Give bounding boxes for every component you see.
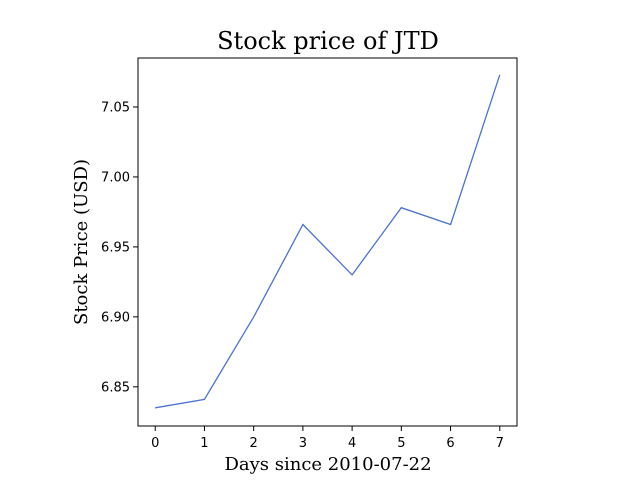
chart-title: Stock price of JTD <box>217 27 439 55</box>
y-tick-label: 7.00 <box>101 170 130 185</box>
x-tick-label: 6 <box>446 436 454 451</box>
y-tick-label: 6.85 <box>101 380 130 395</box>
series-line-0 <box>155 74 501 409</box>
x-tick-label: 3 <box>299 436 307 451</box>
x-tick-label: 7 <box>496 436 504 451</box>
x-tick-label: 2 <box>250 436 258 451</box>
x-tick-label: 1 <box>200 436 208 451</box>
y-tick-label: 6.90 <box>101 310 130 325</box>
x-tick-label: 4 <box>348 436 356 451</box>
series-layer <box>155 74 501 409</box>
y-tick-label: 7.05 <box>101 100 130 115</box>
x-axis-label: Days since 2010-07-22 <box>224 454 431 475</box>
plot-area: 0 1 2 3 4 5 6 7 6.85 6.90 6.95 7.00 7.05 <box>101 57 518 451</box>
axes-frame <box>137 57 518 427</box>
x-tick-label: 5 <box>397 436 405 451</box>
y-axis-label: Stock Price (USD) <box>71 159 92 325</box>
x-axis-ticks: 0 1 2 3 4 5 6 7 <box>151 426 504 451</box>
y-axis-ticks: 6.85 6.90 6.95 7.00 7.05 <box>101 100 138 395</box>
y-tick-label: 6.95 <box>101 240 130 255</box>
x-tick-label: 0 <box>151 436 159 451</box>
